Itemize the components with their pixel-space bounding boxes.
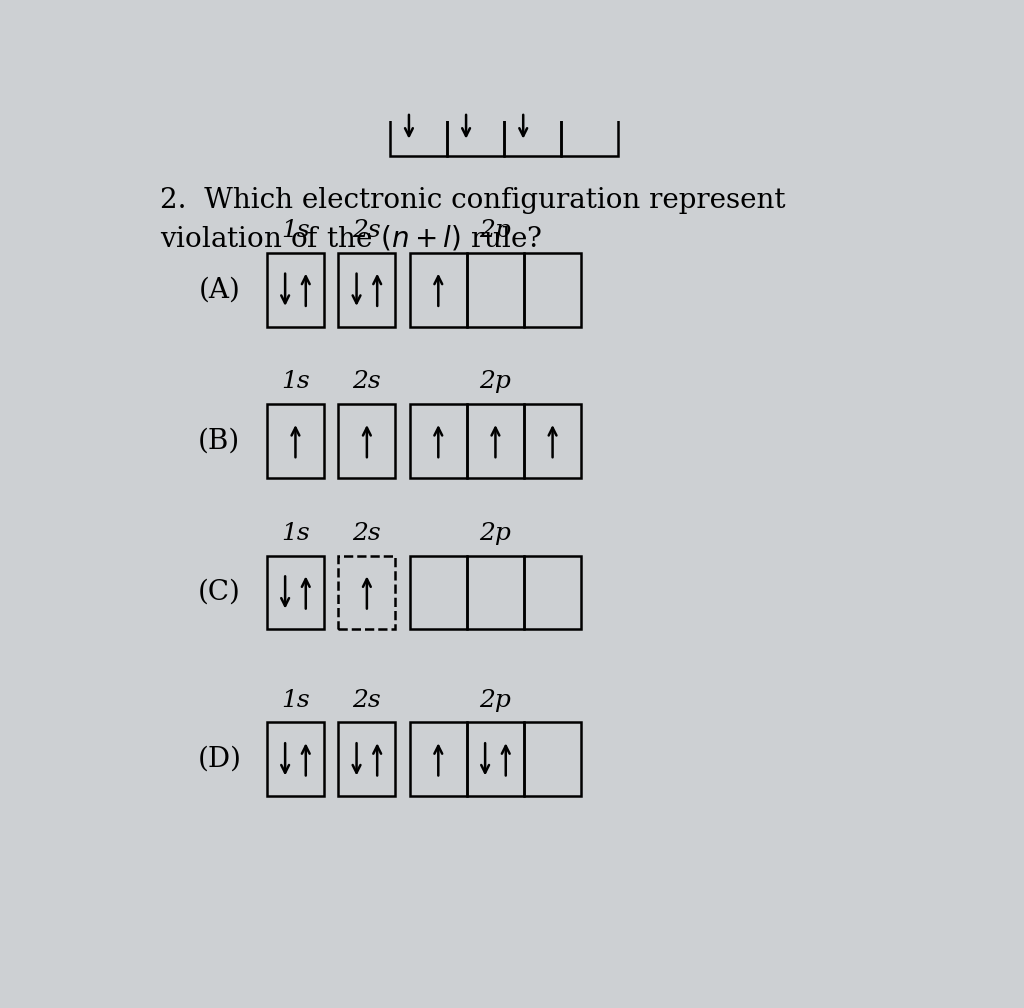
Text: 1s: 1s bbox=[281, 522, 310, 544]
Text: 1s: 1s bbox=[281, 219, 310, 242]
Text: 2s: 2s bbox=[352, 370, 381, 393]
Text: 2.  Which electronic configuration represent: 2. Which electronic configuration repres… bbox=[160, 186, 785, 214]
Text: 2p: 2p bbox=[479, 522, 511, 544]
Text: 2p: 2p bbox=[479, 370, 511, 393]
Text: (A): (A) bbox=[199, 276, 241, 303]
Text: 2s: 2s bbox=[352, 219, 381, 242]
Text: 1s: 1s bbox=[281, 370, 310, 393]
Text: 2p: 2p bbox=[479, 688, 511, 712]
Text: violation of the $(n+l)$ rule?: violation of the $(n+l)$ rule? bbox=[160, 224, 542, 252]
Text: 2p: 2p bbox=[479, 219, 511, 242]
Text: (D): (D) bbox=[198, 746, 242, 773]
Text: 2s: 2s bbox=[352, 688, 381, 712]
Text: (B): (B) bbox=[198, 427, 241, 455]
Text: (C): (C) bbox=[198, 579, 241, 606]
Text: 2s: 2s bbox=[352, 522, 381, 544]
Text: 1s: 1s bbox=[281, 688, 310, 712]
